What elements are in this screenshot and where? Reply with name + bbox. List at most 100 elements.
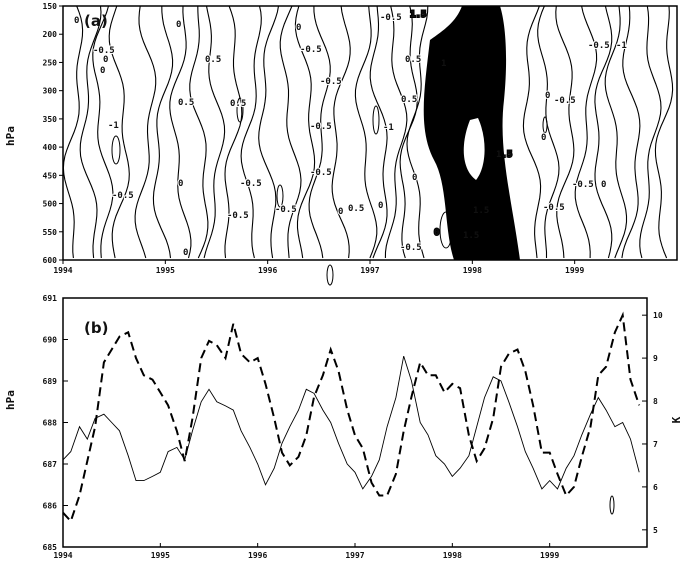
x-tick-label: 1999	[565, 266, 584, 275]
contour-label: -1	[108, 121, 119, 131]
contour-label: -0.5	[543, 203, 565, 213]
contour-line	[537, 5, 560, 258]
shaded-region-hole	[463, 118, 485, 180]
contour-label: 1.5	[410, 10, 426, 20]
contour-label: -0.5	[554, 96, 576, 106]
contour-label: 0.5	[401, 95, 417, 105]
panel-b-frame	[62, 297, 648, 548]
contour-label: 0	[412, 173, 417, 183]
contour-line	[62, 5, 84, 259]
y-tick-label: 400	[43, 143, 58, 152]
contour-line	[203, 5, 226, 259]
contour-label: 0	[178, 179, 183, 189]
panel-a-contours	[62, 5, 674, 515]
contour-ellipse	[542, 116, 548, 134]
contour-line	[522, 5, 542, 259]
contour-label: -0.5	[300, 45, 322, 55]
contour-label: 1.5	[473, 206, 489, 216]
contour-line	[79, 5, 102, 259]
contour-label: 0	[434, 228, 439, 238]
contour-label: 1.5	[463, 231, 479, 241]
contour-label: -0.5	[93, 46, 115, 56]
y-tick-label: 350	[43, 115, 58, 124]
contour-line	[574, 5, 598, 259]
contour-label: -0.5	[275, 205, 297, 215]
contour-line	[331, 5, 351, 259]
right-tick-label: 7	[653, 440, 658, 449]
contour-ellipse	[439, 211, 453, 249]
contour-label: -0.5	[240, 179, 262, 189]
left-tick-label: 685	[43, 543, 58, 552]
panel-a-x-ticks: 1994 1995 1996 1997 1998 1999	[53, 260, 584, 275]
panel-b-x-ticks: 1994 1995 1996 1997 1998 1999	[53, 543, 559, 560]
contour-label: 0	[176, 20, 181, 30]
x-tick-label: 1997	[345, 551, 364, 560]
panel-a-y-ticks: 150 200 250 300 350 400 450 500 550 600	[43, 2, 63, 265]
contour-label: 0	[545, 91, 550, 101]
panel-b-lines	[62, 311, 641, 524]
left-tick-label: 688	[43, 419, 58, 428]
contour-label: -0.5	[310, 168, 332, 178]
y-tick-label: 200	[43, 30, 58, 39]
panel-b-left-ticks: 685 686 687 688 689 690 691	[43, 294, 68, 552]
panel-a-ylabel: hPa	[4, 126, 17, 146]
contour-line	[594, 5, 613, 259]
contour-label: 0.5	[178, 98, 194, 108]
left-tick-label: 687	[43, 460, 58, 469]
left-tick-label: 689	[43, 377, 58, 386]
contour-label: 0.5	[348, 204, 364, 214]
contour-line	[369, 5, 388, 259]
y-tick-label: 550	[43, 228, 58, 237]
x-tick-label: 1996	[248, 551, 267, 560]
contour-label: 0	[100, 66, 105, 76]
contour-label: 1.5	[496, 150, 512, 160]
panel-b-ylabel-right: K	[670, 416, 683, 423]
contour-line	[406, 5, 429, 259]
contour-line	[604, 5, 628, 259]
contour-label: 0	[378, 201, 383, 211]
contour-ellipse	[236, 97, 244, 123]
x-tick-label: 1996	[258, 266, 277, 275]
contour-label: 0	[541, 133, 546, 143]
contour-line	[654, 5, 674, 259]
series-dashed-line	[62, 311, 641, 524]
contour-ellipse	[111, 135, 121, 165]
right-tick-label: 6	[653, 483, 658, 492]
x-tick-label: 1999	[540, 551, 559, 560]
panel-b-ylabel-left: hPa	[4, 390, 17, 410]
right-tick-label: 10	[653, 311, 663, 320]
contour-label: -1	[616, 41, 627, 51]
contour-label: 0.5	[230, 99, 246, 109]
x-tick-label: 1994	[53, 266, 72, 275]
contour-label: -0.5	[588, 41, 610, 51]
x-tick-label: 1998	[463, 266, 482, 275]
y-tick-label: 300	[43, 87, 58, 96]
right-tick-label: 5	[653, 526, 658, 535]
contour-label: 0	[103, 55, 108, 65]
contour-label: 0.5	[405, 55, 421, 65]
x-tick-label: 1995	[151, 551, 170, 560]
panel-b-label: (b)	[84, 319, 108, 337]
contour-line	[92, 5, 114, 259]
y-tick-label: 150	[43, 2, 58, 11]
contour-line	[384, 5, 408, 259]
left-tick-label: 691	[43, 294, 58, 303]
contour-label: 0	[74, 16, 79, 26]
contour-line	[555, 5, 575, 259]
y-tick-label: 250	[43, 58, 58, 67]
panel-a-label: (a)	[84, 12, 108, 30]
contour-label: -0.5	[310, 122, 332, 132]
contour-line	[258, 5, 280, 259]
contour-line	[108, 5, 130, 259]
left-tick-label: 690	[43, 336, 58, 345]
contour-label: 0	[601, 180, 606, 190]
contour-label: -0.5	[112, 191, 134, 201]
left-tick-label: 686	[43, 502, 58, 511]
series-solid-line	[62, 355, 640, 490]
contour-ellipse	[372, 105, 380, 135]
contour-ellipse	[609, 495, 615, 515]
contour-line	[279, 5, 302, 259]
